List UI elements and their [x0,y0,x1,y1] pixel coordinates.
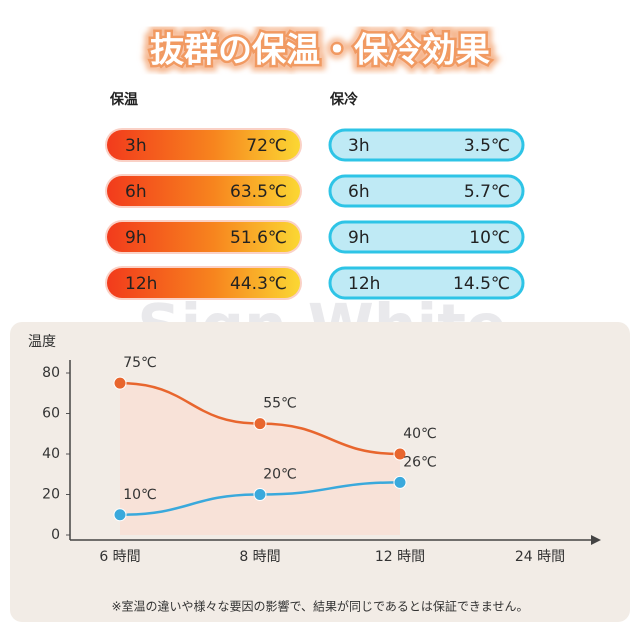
cold-pill [328,174,525,208]
point [253,488,267,501]
warm-pill [107,222,300,252]
pill-temp: 51.6℃ [230,228,287,248]
x-tick-label: 6 時間 [99,549,140,565]
x-tick-label: 24 時間 [515,549,565,565]
title: 抜群の保温・保冷効果 [150,31,490,71]
pill-temp: 44.3℃ [230,274,287,294]
value-label: 20℃ [263,467,297,483]
pill-temp: 72℃ [246,136,287,156]
value-label: 26℃ [403,454,437,470]
cold-pill [328,128,525,162]
value-label: 55℃ [263,396,297,412]
cold-pill [328,266,525,300]
point [113,508,127,522]
pill-temp: 3.5℃ [464,136,510,156]
y-tick-label: 60 [42,406,60,422]
value-label: 10℃ [123,487,157,503]
y-axis-title: 温度 [28,334,56,350]
y-tick-label: 0 [51,527,60,543]
pill-time: 12h [125,274,157,294]
pill-time: 3h [125,136,147,156]
cold-label: 保冷 [329,91,358,108]
pill-temp: 5.7℃ [464,182,510,202]
y-tick-label: 40 [42,446,60,462]
cold-pill [328,220,525,254]
warm-pill [107,130,300,160]
pill-time: 3h [348,136,370,156]
point [393,475,407,489]
pill-temp: 14.5℃ [453,274,510,294]
pill-time: 6h [125,182,147,202]
point [393,447,407,461]
point [253,417,267,431]
point [113,376,127,390]
pill-temp: 10℃ [469,228,510,248]
pill-time: 9h [348,228,370,248]
warm-pill [107,268,300,298]
value-label: 75℃ [123,355,157,371]
warm-pill [107,176,300,206]
area [120,383,400,535]
warm-label: 保温 [109,91,138,108]
y-tick-label: 20 [42,487,60,503]
footnote: ※室温の違いや様々な要因の影響で、結果が同じであるとは保証できません。 [111,599,528,614]
x-tick-label: 8 時間 [239,549,280,565]
x-axis-arrow [591,535,601,545]
pill-time: 12h [348,274,380,294]
pill-time: 9h [125,228,147,248]
pill-time: 6h [348,182,370,202]
pill-temp: 63.5℃ [230,182,287,202]
x-tick-label: 12 時間 [375,549,425,565]
value-label: 40℃ [403,426,437,442]
y-tick-label: 80 [42,365,60,381]
title-glow: 抜群の保温・保冷効果 [150,31,490,71]
